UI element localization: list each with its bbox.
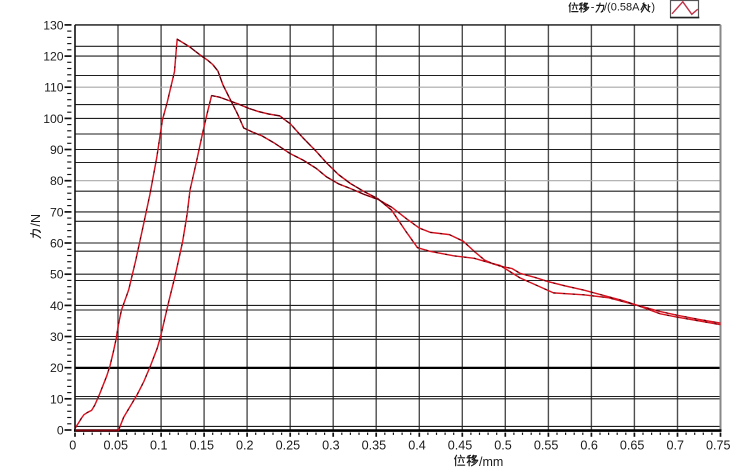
svg-text:20: 20 — [50, 361, 64, 375]
svg-text:0: 0 — [57, 424, 64, 438]
svg-text:0.7: 0.7 — [666, 439, 684, 453]
svg-text:60: 60 — [50, 237, 64, 251]
svg-text:0.25: 0.25 — [276, 439, 301, 453]
svg-text:0.55: 0.55 — [534, 439, 559, 453]
svg-text:0.45: 0.45 — [448, 439, 473, 453]
svg-text:0.2: 0.2 — [236, 439, 254, 453]
svg-text:0.1: 0.1 — [150, 439, 168, 453]
svg-text:/(0.58A: /(0.58A — [604, 1, 640, 13]
svg-text:110: 110 — [44, 81, 64, 95]
svg-text:0.15: 0.15 — [190, 439, 215, 453]
svg-text:130: 130 — [43, 18, 64, 32]
svg-text:40: 40 — [50, 299, 64, 313]
svg-text:0: 0 — [69, 439, 76, 453]
svg-text:0.65: 0.65 — [620, 439, 645, 453]
svg-text:70: 70 — [50, 205, 64, 219]
svg-text:0.4: 0.4 — [408, 439, 426, 453]
svg-text:): ) — [651, 1, 655, 13]
svg-text:90: 90 — [50, 143, 64, 157]
svg-text:/N: /N — [29, 214, 43, 227]
svg-text:-: - — [591, 1, 595, 13]
svg-text:100: 100 — [43, 112, 64, 126]
svg-text:120: 120 — [43, 50, 64, 64]
svg-text:0.3: 0.3 — [322, 439, 340, 453]
svg-text:0.35: 0.35 — [362, 439, 387, 453]
svg-text:80: 80 — [50, 174, 64, 188]
svg-text:0.5: 0.5 — [494, 439, 512, 453]
svg-text:0.05: 0.05 — [103, 439, 128, 453]
svg-text:0.6: 0.6 — [580, 439, 598, 453]
svg-text:/mm: /mm — [479, 455, 503, 469]
svg-text:0.75: 0.75 — [706, 439, 731, 453]
svg-text:10: 10 — [50, 392, 64, 406]
svg-text:50: 50 — [50, 268, 64, 282]
svg-text:30: 30 — [50, 330, 64, 344]
